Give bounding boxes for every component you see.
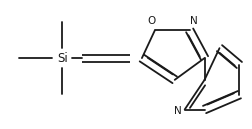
Text: N: N [189,16,197,26]
Text: Si: Si [57,52,68,65]
Text: O: O [147,16,155,26]
Text: N: N [173,106,181,116]
